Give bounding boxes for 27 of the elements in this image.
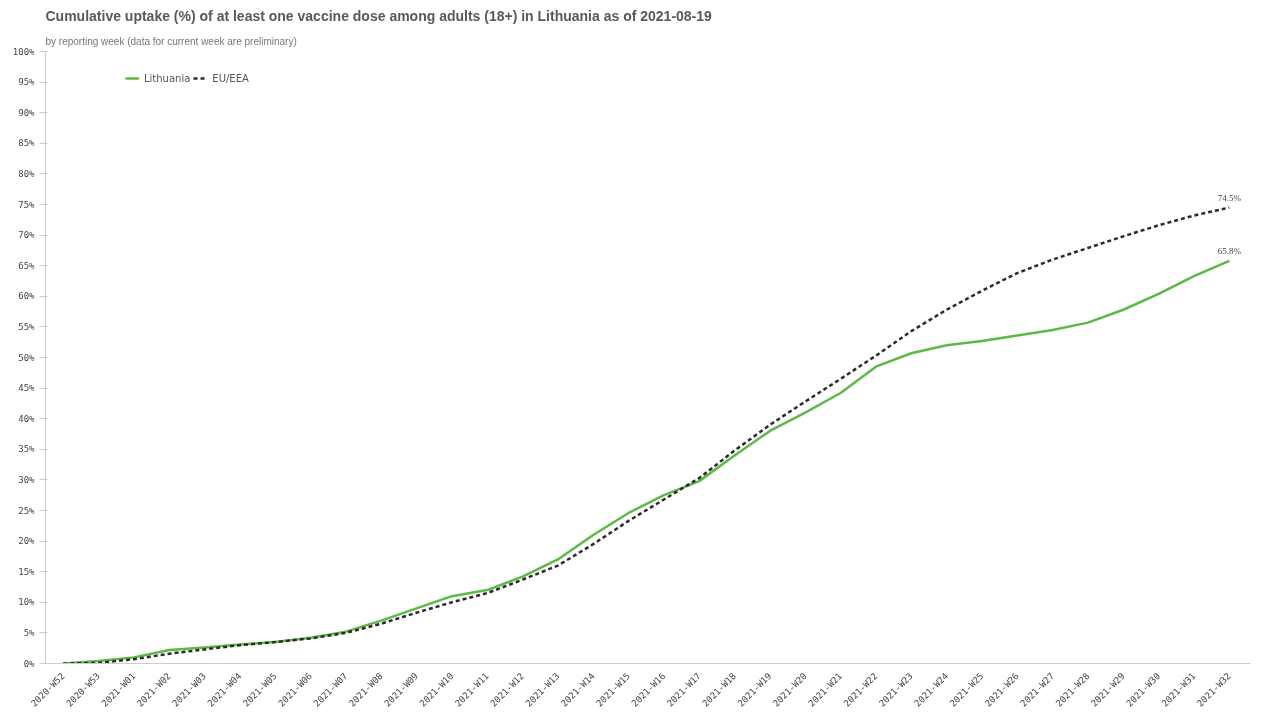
- chart-subtitle: by reporting week (data for current week are preliminary): [45, 35, 297, 47]
- y-tick-label: 35%: [18, 444, 36, 455]
- y-tick-label: 55%: [18, 321, 36, 332]
- y-tick-label: 90%: [18, 107, 36, 118]
- y-tick-label: 0%: [23, 658, 36, 669]
- y-tick-label: 30%: [18, 474, 36, 485]
- y-tick-label: 60%: [18, 291, 36, 302]
- y-tick-label: 15%: [18, 566, 36, 577]
- y-tick-label: 85%: [18, 138, 36, 149]
- y-tick-label: 20%: [18, 536, 36, 547]
- y-tick-label: 50%: [18, 352, 36, 363]
- legend-label: EU/EEA: [212, 72, 249, 84]
- y-tick-label: 45%: [18, 383, 36, 394]
- y-tick-label: 75%: [18, 199, 36, 210]
- legend-label: Lithuania: [144, 72, 191, 84]
- y-tick-label: 40%: [18, 413, 36, 424]
- chart-title: Cumulative uptake (%) of at least one vaccine dose among adults (18+) in Lithuania as of 2021-08-19: [45, 7, 713, 24]
- y-tick-label: 70%: [18, 230, 36, 241]
- data-label: 74.5%: [1217, 192, 1242, 203]
- y-tick-label: 10%: [18, 597, 36, 608]
- y-tick-label: 65%: [18, 260, 36, 271]
- y-tick-label: 25%: [18, 505, 36, 516]
- y-tick-label: 5%: [23, 627, 36, 638]
- data-label: 65.8%: [1217, 245, 1242, 256]
- y-tick-label: 80%: [18, 168, 36, 179]
- y-tick-label: 95%: [18, 77, 36, 88]
- y-tick-label: 100%: [12, 46, 36, 57]
